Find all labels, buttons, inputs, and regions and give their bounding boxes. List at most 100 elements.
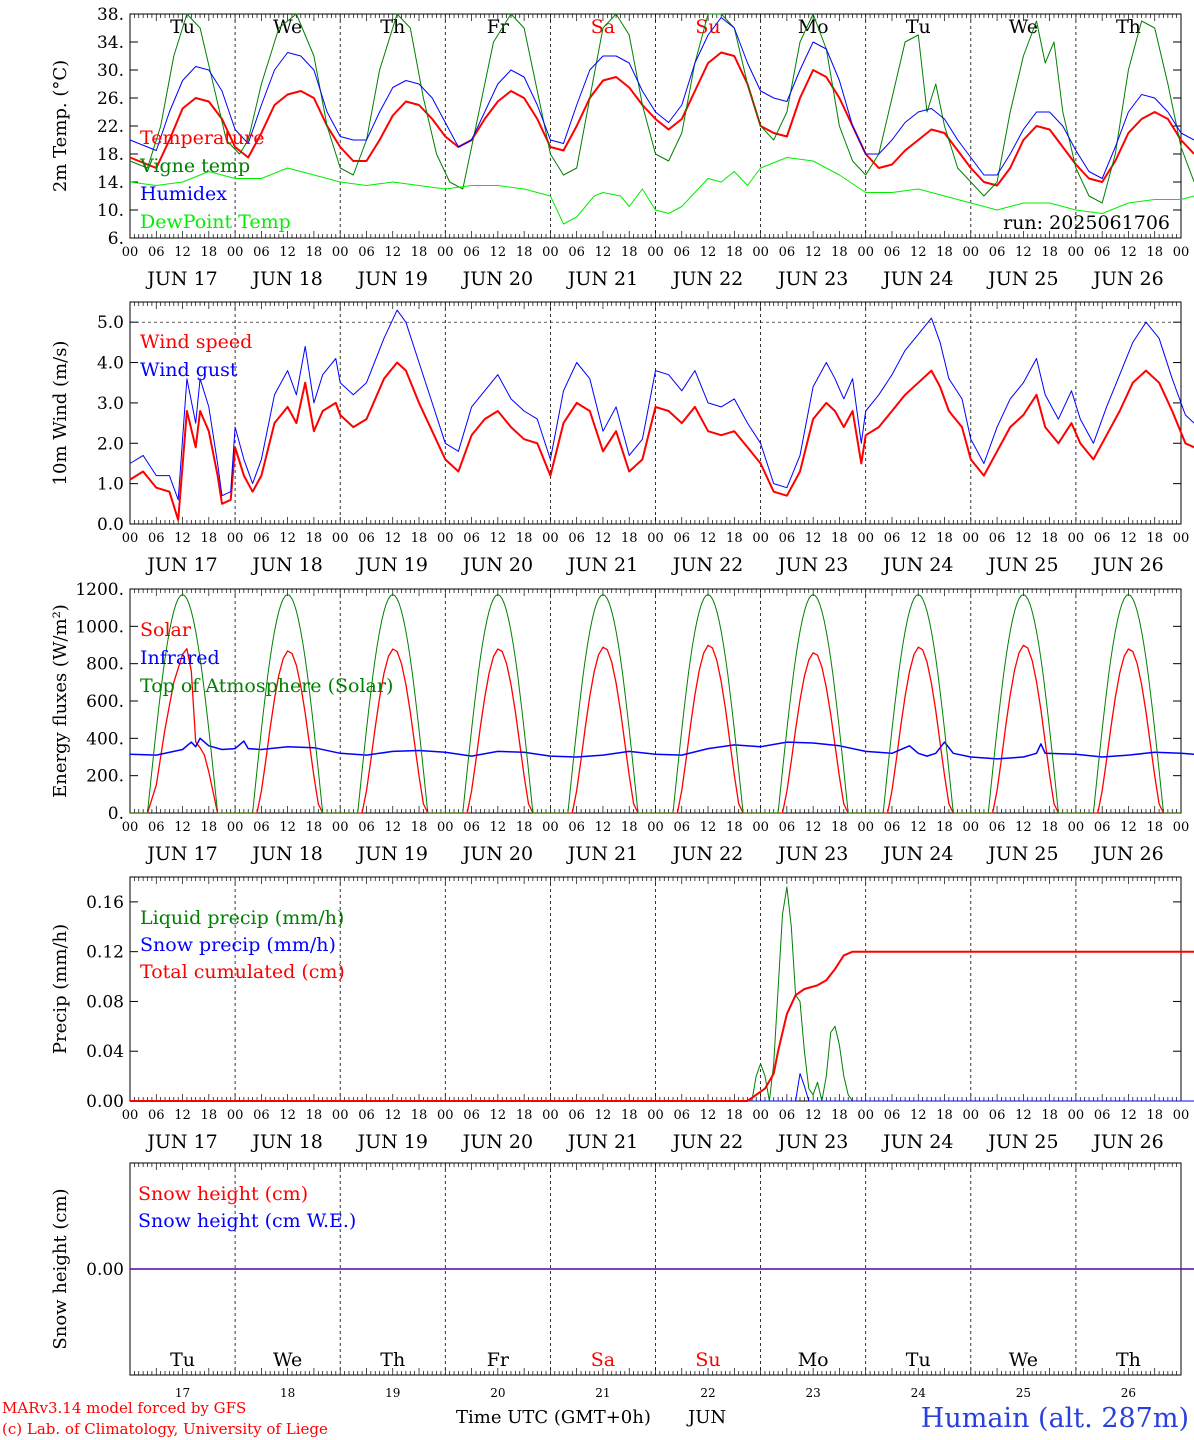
x-date-label: JUN 26 (1091, 554, 1163, 576)
x-date-label: JUN 19 (356, 843, 428, 865)
y-tick-label: 38. (97, 5, 124, 25)
x-hour-label: 12 (805, 531, 822, 546)
x-hour-label: 12 (700, 1108, 717, 1123)
x-hour-label: 12 (1015, 820, 1032, 835)
x-date-label: JUN 17 (145, 1131, 217, 1153)
x-hour-label: 12 (910, 531, 927, 546)
x-hour-label: 00 (1068, 245, 1085, 260)
series-top-of-atmosphere-solar- (130, 594, 1181, 814)
panel-snow: 0.00 Snow height (cm) Tu 17 We 18 Th 19 Fr 20 Sa 21… (50, 1162, 1194, 1400)
x-hour-label: 06 (358, 245, 375, 260)
x-hour-label: 12 (595, 820, 612, 835)
y-tick-label: 0.0 (97, 515, 124, 535)
x-hour-label: 06 (779, 245, 796, 260)
y-tick-label: 1000. (75, 617, 124, 637)
x-hour-label: 06 (989, 820, 1006, 835)
x-hour-label: 06 (779, 531, 796, 546)
x-hour-label: 12 (384, 820, 401, 835)
day-name: Tu (906, 16, 931, 38)
series-liquid-precip-mm-h- (130, 886, 1194, 1102)
x-hour-label: 18 (201, 245, 218, 260)
x-hour-label: 06 (568, 531, 585, 546)
x-date-label: JUN 23 (776, 843, 848, 865)
x-hour-label: 12 (1015, 1108, 1032, 1123)
x-date-label: JUN 17 (145, 554, 217, 576)
day-name: We (273, 1349, 302, 1371)
x-hour-label: 18 (516, 531, 533, 546)
x-date-label: JUN 25 (986, 1131, 1058, 1153)
day-name: Sa (591, 1349, 615, 1371)
plot-frame (129, 13, 1182, 239)
x-hour-label: 18 (1146, 531, 1163, 546)
legend-entry: DewPoint Temp (140, 211, 291, 233)
day-name: We (1009, 1349, 1038, 1371)
day-number: 25 (1016, 1386, 1031, 1400)
y-tick-label: 1200. (75, 580, 124, 600)
x-hour-label: 12 (174, 1108, 191, 1123)
x-hour-label: 00 (542, 245, 559, 260)
x-hour-label: 00 (542, 820, 559, 835)
x-hour-label: 06 (779, 1108, 796, 1123)
x-hour-label: 06 (253, 531, 270, 546)
x-hour-label: 12 (174, 531, 191, 546)
x-hour-label: 18 (1041, 1108, 1058, 1123)
x-hour-label: 00 (1068, 1108, 1085, 1123)
x-hour-label: 18 (516, 820, 533, 835)
series-humidex (129, 17, 1194, 179)
y-tick-label: 3.0 (97, 394, 124, 414)
x-hour-label: 12 (1120, 1108, 1137, 1123)
x-hour-label: 06 (989, 531, 1006, 546)
x-date-label: JUN 26 (1091, 1131, 1163, 1153)
legend-entry: Top of Atmosphere (Solar) (140, 675, 393, 697)
y-tick-label: 0.08 (86, 992, 124, 1012)
x-hour-label: 12 (174, 820, 191, 835)
x-hour-label: 00 (227, 245, 244, 260)
x-hour-label: 18 (201, 1108, 218, 1123)
x-hour-label: 06 (148, 531, 165, 546)
x-hour-label: 06 (253, 1108, 270, 1123)
x-date-label: JUN 20 (461, 268, 533, 290)
y-tick-label: 22. (97, 117, 124, 137)
y-tick-label: 0.04 (86, 1042, 124, 1062)
x-hour-label: 06 (463, 820, 480, 835)
series-infrared (129, 737, 1194, 760)
x-date-label: JUN 17 (145, 843, 217, 865)
x-hour-label: 06 (884, 531, 901, 546)
legend-entry: Wind speed (140, 331, 252, 353)
series-snow-precip-mm-h- (130, 1073, 1194, 1102)
time-axis-month: JUN (686, 1407, 726, 1428)
x-hour-label: 18 (411, 1108, 428, 1123)
series-total-cumulated-cm- (130, 950, 1194, 1102)
x-hour-label: 00 (1173, 820, 1190, 835)
y-tick-label: 0.00 (86, 1092, 124, 1112)
x-hour-label: 00 (963, 1108, 980, 1123)
x-hour-label: 06 (358, 820, 375, 835)
x-hour-label: 00 (647, 820, 664, 835)
x-hour-label: 00 (542, 1108, 559, 1123)
x-hour-label: 18 (306, 820, 323, 835)
x-date-label: JUN 23 (776, 268, 848, 290)
day-number: 21 (595, 1386, 610, 1400)
y-tick-label: 0.00 (86, 1260, 124, 1280)
x-hour-label: 12 (595, 245, 612, 260)
legend-entry: Liquid precip (mm/h) (140, 907, 344, 929)
x-hour-label: 12 (700, 820, 717, 835)
x-hour-label: 00 (857, 1108, 874, 1123)
x-hour-label: 12 (279, 820, 296, 835)
x-date-label: JUN 26 (1091, 843, 1163, 865)
day-name: Th (1116, 16, 1141, 38)
y-tick-label: 600. (86, 692, 124, 712)
x-hour-label: 00 (1068, 820, 1085, 835)
x-date-label: JUN 17 (145, 268, 217, 290)
x-hour-label: 00 (437, 245, 454, 260)
x-hour-label: 06 (779, 820, 796, 835)
day-name: Mo (798, 1349, 829, 1371)
y-tick-label: 34. (97, 33, 124, 53)
x-date-label: JUN 22 (671, 843, 743, 865)
x-hour-label: 06 (463, 531, 480, 546)
x-date-label: JUN 24 (881, 843, 953, 865)
x-hour-label: 06 (463, 245, 480, 260)
run-label: run: 2025061706 (1003, 212, 1170, 234)
x-hour-label: 00 (332, 820, 349, 835)
x-hour-label: 00 (1173, 1108, 1190, 1123)
